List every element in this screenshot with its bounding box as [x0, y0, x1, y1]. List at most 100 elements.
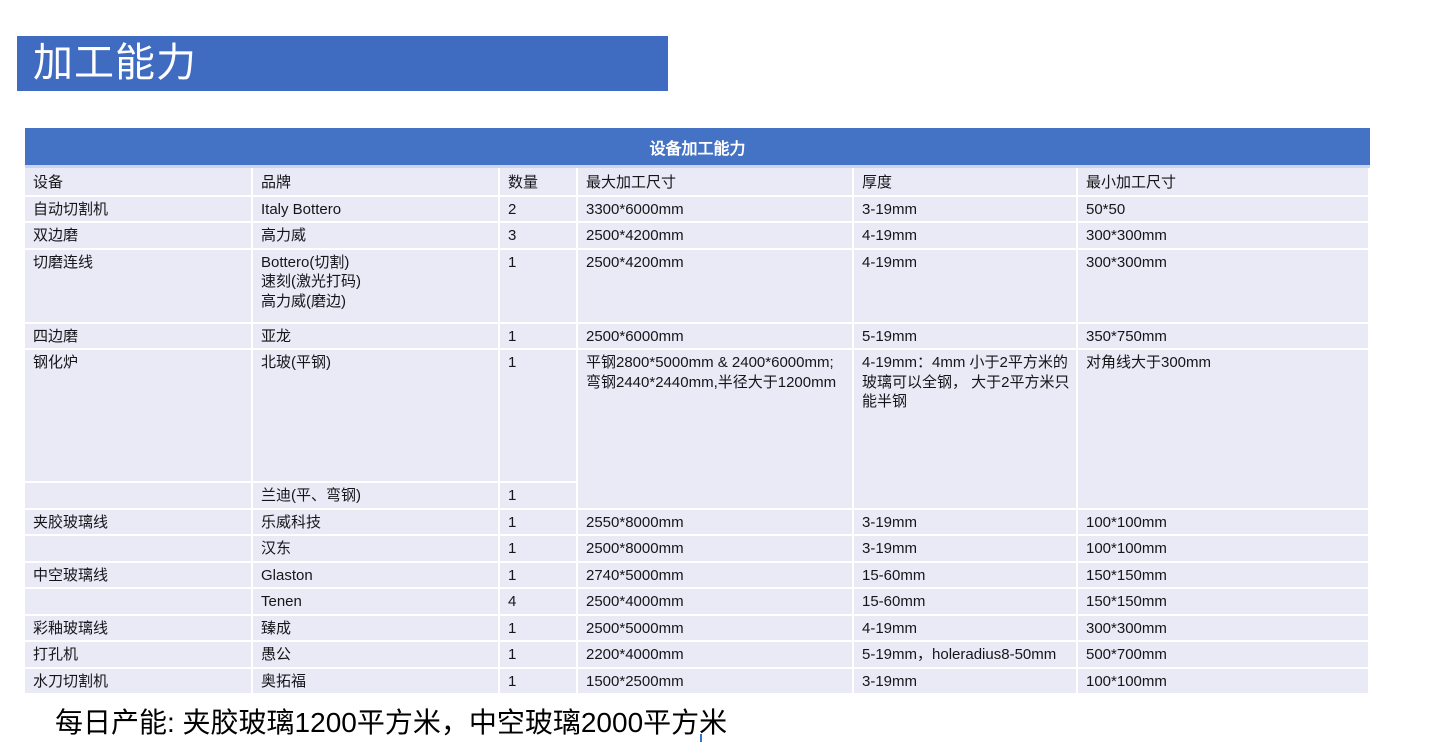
cell-qty: 1 — [500, 483, 578, 510]
table-row: Tenen 4 2500*4000mm 15-60mm 150*150mm — [25, 589, 1371, 616]
cell-qty: 4 — [500, 589, 578, 616]
cell-min-size: 350*750mm — [1078, 323, 1371, 350]
col-header-device: 设备 — [25, 168, 253, 197]
cell-qty: 3 — [500, 223, 578, 250]
cell-min-size: 300*300mm — [1078, 223, 1371, 250]
cell-device: 打孔机 — [25, 642, 253, 669]
cell-qty: 1 — [500, 642, 578, 669]
cell-device: 钢化炉 — [25, 350, 253, 483]
cell-device: 中空玻璃线 — [25, 562, 253, 589]
cell-min-size: 100*100mm — [1078, 668, 1371, 695]
cell-qty: 1 — [500, 350, 578, 483]
cell-max-size: 2500*4200mm — [578, 223, 854, 250]
cell-thickness: 5-19mm — [854, 323, 1078, 350]
cell-min-size: 150*150mm — [1078, 589, 1371, 616]
table-title-row: 设备加工能力 — [25, 128, 1371, 168]
cell-qty: 1 — [500, 668, 578, 695]
cell-max-size: 2500*6000mm — [578, 323, 854, 350]
table-row: 双边磨 高力威 3 2500*4200mm 4-19mm 300*300mm — [25, 223, 1371, 250]
cell-thickness: 3-19mm — [854, 536, 1078, 563]
cell-max-size: 1500*2500mm — [578, 668, 854, 695]
cell-device — [25, 536, 253, 563]
cell-thickness: 5-19mm，holeradius8-50mm — [854, 642, 1078, 669]
cell-max-size: 平钢2800*5000mm & 2400*6000mm; 弯钢2440*2440… — [578, 350, 854, 510]
cell-qty: 1 — [500, 536, 578, 563]
cell-device — [25, 483, 253, 510]
cell-max-size: 2500*5000mm — [578, 615, 854, 642]
cell-min-size: 150*150mm — [1078, 562, 1371, 589]
table-row: 四边磨 亚龙 1 2500*6000mm 5-19mm 350*750mm — [25, 323, 1371, 350]
cell-max-size: 2550*8000mm — [578, 509, 854, 536]
table-row: 水刀切割机 奥拓福 1 1500*2500mm 3-19mm 100*100mm — [25, 668, 1371, 695]
cell-qty: 2 — [500, 196, 578, 223]
cell-brand: 北玻(平钢) — [253, 350, 500, 483]
cell-max-size: 2500*4200mm — [578, 249, 854, 324]
cell-min-size: 50*50 — [1078, 196, 1371, 223]
cell-thickness: 3-19mm — [854, 509, 1078, 536]
cell-qty: 1 — [500, 249, 578, 324]
cell-device: 水刀切割机 — [25, 668, 253, 695]
table-row: 中空玻璃线 Glaston 1 2740*5000mm 15-60mm 150*… — [25, 562, 1371, 589]
cell-brand: 奥拓福 — [253, 668, 500, 695]
col-header-brand: 品牌 — [253, 168, 500, 197]
table-row: 彩釉玻璃线 臻成 1 2500*5000mm 4-19mm 300*300mm — [25, 615, 1371, 642]
text-cursor — [700, 734, 702, 742]
cell-brand: 高力威 — [253, 223, 500, 250]
cell-max-size: 2500*8000mm — [578, 536, 854, 563]
table-title: 设备加工能力 — [25, 128, 1371, 168]
col-header-max-size: 最大加工尺寸 — [578, 168, 854, 197]
table-row: 切磨连线 Bottero(切割) 速刻(激光打码) 高力威(磨边) 1 2500… — [25, 249, 1371, 324]
cell-brand: 兰迪(平、弯钢) — [253, 483, 500, 510]
table-row: 汉东 1 2500*8000mm 3-19mm 100*100mm — [25, 536, 1371, 563]
cell-device: 切磨连线 — [25, 249, 253, 324]
cell-device: 双边磨 — [25, 223, 253, 250]
cell-brand: 亚龙 — [253, 323, 500, 350]
cell-device — [25, 589, 253, 616]
cell-thickness: 15-60mm — [854, 589, 1078, 616]
cell-qty: 1 — [500, 323, 578, 350]
cell-thickness: 4-19mm — [854, 615, 1078, 642]
table-row: 自动切割机 Italy Bottero 2 3300*6000mm 3-19mm… — [25, 196, 1371, 223]
cell-min-size: 100*100mm — [1078, 536, 1371, 563]
cell-max-size: 2740*5000mm — [578, 562, 854, 589]
cell-thickness: 3-19mm — [854, 196, 1078, 223]
cell-brand: 愚公 — [253, 642, 500, 669]
cell-min-size: 对角线大于300mm — [1078, 350, 1371, 510]
cell-max-size: 3300*6000mm — [578, 196, 854, 223]
cell-qty: 1 — [500, 562, 578, 589]
cell-min-size: 300*300mm — [1078, 615, 1371, 642]
col-header-thickness: 厚度 — [854, 168, 1078, 197]
page-title: 加工能力 — [17, 36, 668, 91]
cell-brand: Bottero(切割) 速刻(激光打码) 高力威(磨边) — [253, 249, 500, 324]
col-header-min-size: 最小加工尺寸 — [1078, 168, 1371, 197]
table-row: 夹胶玻璃线 乐威科技 1 2550*8000mm 3-19mm 100*100m… — [25, 509, 1371, 536]
cell-thickness: 4-19mm — [854, 223, 1078, 250]
cell-qty: 1 — [500, 615, 578, 642]
capability-table: 设备加工能力 设备 品牌 数量 最大加工尺寸 厚度 最小加工尺寸 自动切割机 I… — [25, 128, 1371, 695]
col-header-qty: 数量 — [500, 168, 578, 197]
cell-max-size: 2500*4000mm — [578, 589, 854, 616]
cell-device: 彩釉玻璃线 — [25, 615, 253, 642]
table-row: 钢化炉 北玻(平钢) 1 平钢2800*5000mm & 2400*6000mm… — [25, 350, 1371, 510]
capability-table-container: 设备加工能力 设备 品牌 数量 最大加工尺寸 厚度 最小加工尺寸 自动切割机 I… — [25, 128, 1371, 695]
table-row: 打孔机 愚公 1 2200*4000mm 5-19mm，holeradius8-… — [25, 642, 1371, 669]
cell-device: 自动切割机 — [25, 196, 253, 223]
cell-thickness: 4-19mm — [854, 249, 1078, 324]
cell-thickness: 3-19mm — [854, 668, 1078, 695]
cell-brand: Glaston — [253, 562, 500, 589]
cell-thickness: 4-19mm：4mm 小于2平方米的玻璃可以全钢， 大于2平方米只能半钢 — [854, 350, 1078, 510]
cell-brand: Tenen — [253, 589, 500, 616]
cell-device: 夹胶玻璃线 — [25, 509, 253, 536]
cell-min-size: 500*700mm — [1078, 642, 1371, 669]
cell-min-size: 100*100mm — [1078, 509, 1371, 536]
table-row: 兰迪(平、弯钢) 1 — [25, 483, 1370, 510]
cell-brand: 汉东 — [253, 536, 500, 563]
cell-brand: 臻成 — [253, 615, 500, 642]
cell-brand: Italy Bottero — [253, 196, 500, 223]
table-header-row: 设备 品牌 数量 最大加工尺寸 厚度 最小加工尺寸 — [25, 168, 1371, 197]
cell-brand: 乐威科技 — [253, 509, 500, 536]
daily-capacity-note: 每日产能: 夹胶玻璃1200平方米，中空玻璃2000平方米 — [55, 707, 728, 738]
cell-max-size: 2200*4000mm — [578, 642, 854, 669]
cell-min-size: 300*300mm — [1078, 249, 1371, 324]
